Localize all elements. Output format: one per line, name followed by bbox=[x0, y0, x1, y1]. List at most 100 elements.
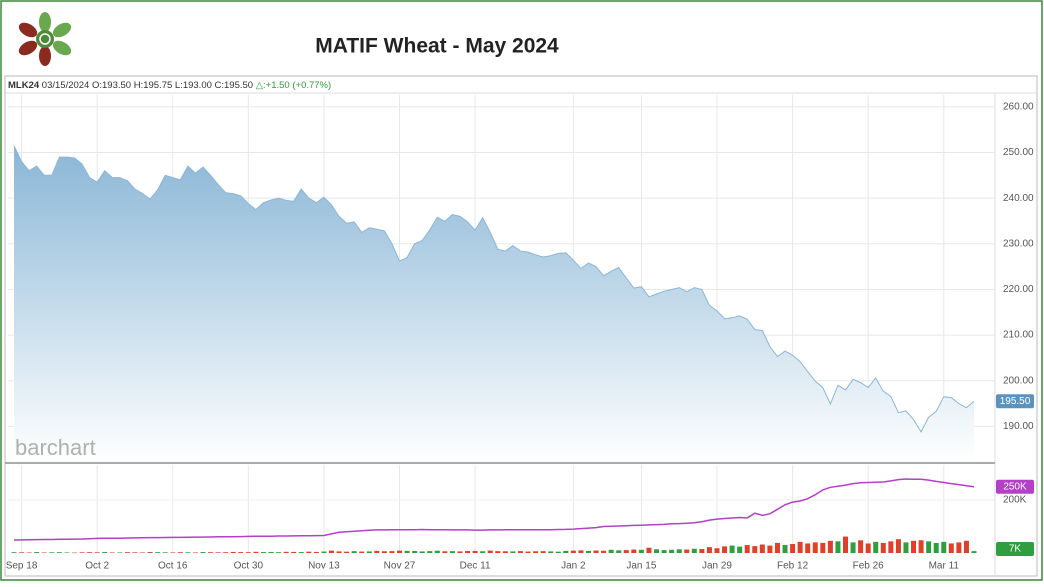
x-tick-label: Oct 16 bbox=[158, 561, 188, 572]
volume-bar bbox=[926, 541, 932, 553]
area-fill bbox=[14, 145, 974, 462]
volume-bar bbox=[147, 552, 153, 553]
volume-bar bbox=[26, 552, 32, 553]
volume-bar bbox=[578, 550, 584, 553]
volume-bar bbox=[283, 551, 289, 553]
x-tick-label: Jan 29 bbox=[702, 561, 732, 572]
volume-bar bbox=[956, 542, 962, 553]
volume-bar bbox=[117, 552, 123, 553]
x-tick-label: Jan 2 bbox=[561, 561, 586, 572]
volume-bar bbox=[850, 542, 856, 553]
x-tick-label: Feb 12 bbox=[777, 561, 809, 572]
volume-bar bbox=[472, 550, 478, 553]
volume-bar bbox=[911, 540, 917, 553]
volume-bar bbox=[646, 547, 652, 553]
volume-bar bbox=[661, 550, 667, 553]
x-tick-label: Feb 26 bbox=[853, 561, 885, 572]
volume-bar bbox=[593, 550, 599, 553]
volume-bar bbox=[200, 552, 206, 553]
volume-bar bbox=[162, 552, 168, 553]
y-tick-label: 240.00 bbox=[1003, 193, 1034, 204]
volume-bar bbox=[71, 552, 77, 554]
volume-bar bbox=[548, 551, 554, 553]
quote: 03/15/2024 O:193.50 H:195.75 L:193.00 C:… bbox=[42, 80, 253, 91]
volume-bar bbox=[351, 551, 357, 553]
volume-bar bbox=[291, 551, 297, 553]
volume-bar bbox=[820, 542, 826, 553]
volume-bar bbox=[608, 549, 614, 553]
volume-bar bbox=[729, 545, 735, 553]
volume-bar bbox=[714, 548, 720, 553]
volume-bar bbox=[404, 550, 410, 553]
volume-bar bbox=[812, 542, 818, 553]
volume-bar bbox=[495, 551, 501, 553]
watermark: barchart bbox=[15, 435, 96, 460]
volume-bar bbox=[155, 552, 161, 553]
volume-bar bbox=[502, 551, 508, 553]
y-tick-label: 230.00 bbox=[1003, 238, 1034, 249]
volume-bar bbox=[19, 552, 25, 553]
volume-bar bbox=[442, 551, 448, 553]
x-tick-label: Oct 30 bbox=[234, 561, 264, 572]
x-tick-label: Sep 18 bbox=[6, 561, 38, 572]
volume-bar bbox=[948, 543, 954, 553]
volume-bar bbox=[102, 552, 108, 553]
volume-bar bbox=[888, 541, 894, 553]
volume-bar bbox=[699, 549, 705, 553]
volume-bar bbox=[903, 542, 909, 553]
volume-bar bbox=[359, 551, 365, 553]
volume-bar bbox=[873, 541, 879, 553]
x-tick-label: Mar 11 bbox=[929, 561, 960, 572]
quote-header: MLK24 03/15/2024 O:193.50 H:195.75 L:193… bbox=[8, 80, 331, 91]
volume-bar bbox=[223, 552, 229, 553]
volume-bar bbox=[691, 548, 697, 553]
x-tick-label: Oct 2 bbox=[85, 561, 109, 572]
y2-tick-label: 200K bbox=[1003, 495, 1027, 506]
x-tick-label: Dec 11 bbox=[460, 561, 491, 572]
y-tick-label: 260.00 bbox=[1003, 102, 1034, 113]
volume-bar bbox=[623, 550, 629, 553]
volume-bar bbox=[510, 551, 516, 553]
volume-bar bbox=[835, 541, 841, 553]
volume-bar bbox=[238, 552, 244, 553]
volume-bar bbox=[389, 551, 395, 553]
volume-bar bbox=[245, 552, 251, 553]
volume-bar bbox=[487, 550, 493, 553]
last-price-label: 195.50 bbox=[1000, 396, 1031, 407]
y-tick-label: 220.00 bbox=[1003, 284, 1034, 295]
volume-bar bbox=[963, 540, 969, 553]
y-tick-label: 210.00 bbox=[1003, 330, 1034, 341]
volume-bar bbox=[782, 545, 788, 553]
volume-bar bbox=[328, 550, 334, 553]
volume-bar bbox=[767, 545, 773, 553]
volume-bar bbox=[366, 551, 372, 553]
volume-label: 7K bbox=[1009, 544, 1022, 555]
volume-bar bbox=[842, 536, 848, 553]
volume-bar bbox=[132, 552, 138, 553]
volume-bar bbox=[797, 541, 803, 553]
volume-bar bbox=[638, 549, 644, 553]
volume-bar bbox=[971, 551, 977, 553]
volume-bar bbox=[185, 552, 191, 553]
volume-bar bbox=[381, 551, 387, 553]
y-tick-label: 200.00 bbox=[1003, 375, 1034, 386]
plot-area bbox=[8, 95, 995, 554]
open-interest-label: 250K bbox=[1003, 481, 1027, 492]
volume-bar bbox=[253, 551, 259, 553]
volume-bar bbox=[427, 551, 433, 553]
volume-bar bbox=[465, 551, 471, 553]
volume-bar bbox=[140, 552, 146, 553]
volume-bar bbox=[56, 552, 62, 553]
last-price-label-bg bbox=[996, 394, 1034, 409]
volume-bar bbox=[669, 549, 675, 553]
volume-bar bbox=[276, 552, 282, 553]
volume-bar bbox=[941, 541, 947, 553]
volume-bar bbox=[555, 551, 561, 553]
volume-bar bbox=[585, 550, 591, 553]
volume-bar bbox=[790, 543, 796, 553]
volume-bar bbox=[880, 542, 886, 553]
x-tick-label: Nov 13 bbox=[308, 561, 340, 572]
volume-bar bbox=[759, 544, 765, 553]
volume-bar bbox=[480, 551, 486, 553]
symbol: MLK24 bbox=[8, 80, 40, 91]
